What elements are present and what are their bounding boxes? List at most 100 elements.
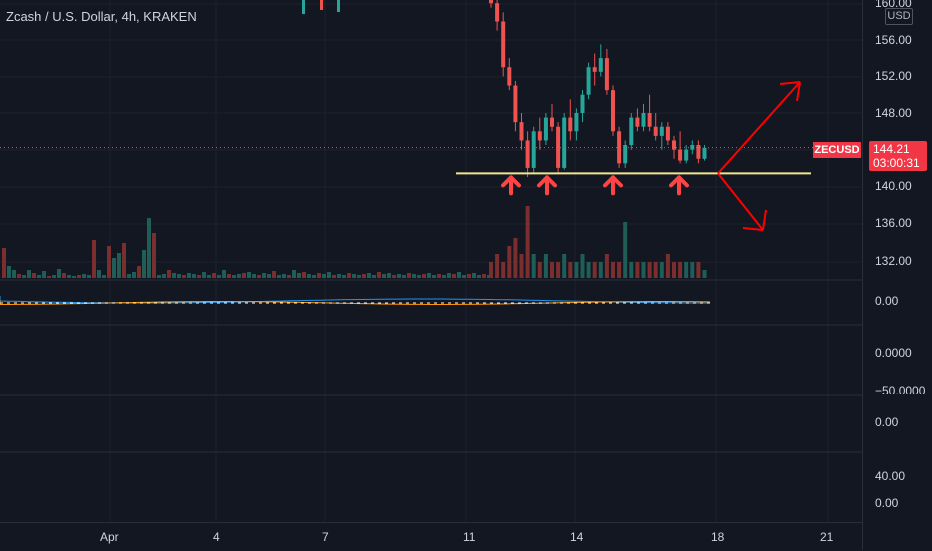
- volume-bar: [177, 274, 181, 278]
- volume-bar: [132, 272, 136, 278]
- indicator-tick: 0.0000: [875, 346, 912, 360]
- volume-bar: [489, 262, 493, 278]
- candle-body: [635, 117, 640, 127]
- candle-body: [550, 117, 554, 127]
- volume-bar: [477, 275, 481, 278]
- volume-bar: [2, 248, 6, 278]
- candle-body: [653, 126, 658, 136]
- price-chart[interactable]: [0, 0, 862, 522]
- volume-bar: [472, 273, 476, 278]
- price-tick: 156.00: [875, 33, 912, 47]
- candle-body: [489, 0, 493, 4]
- volume-bar: [623, 222, 628, 278]
- volume-bar: [501, 262, 506, 278]
- volume-bar: [247, 272, 251, 278]
- candle-body: [562, 117, 567, 168]
- support-arrow: [603, 175, 623, 196]
- volume-bar: [422, 274, 426, 278]
- volume-bar: [312, 275, 316, 278]
- candle-body: [525, 140, 530, 168]
- candle-body: [629, 117, 634, 146]
- volume-bar: [47, 276, 51, 278]
- candle-body: [592, 67, 597, 72]
- volume-bar: [367, 273, 371, 278]
- date-label: 4: [213, 530, 220, 544]
- candle-body: [537, 131, 542, 141]
- bar-countdown: 03:00:31: [873, 156, 920, 170]
- pane-dividers: [0, 279, 862, 453]
- volume-bar: [457, 272, 461, 278]
- volume-bar: [437, 274, 441, 278]
- breakdown-arrow: [717, 172, 767, 231]
- volume-bar: [317, 273, 321, 278]
- volume-bar: [352, 274, 356, 278]
- volume-bar: [586, 262, 591, 278]
- candle-body: [531, 131, 536, 168]
- volume-bar: [342, 275, 346, 278]
- volume-bar: [92, 240, 96, 278]
- volume-bar: [192, 274, 196, 278]
- volume-bar: [382, 274, 386, 278]
- volume-bar: [442, 275, 446, 278]
- volume-bar: [287, 275, 291, 278]
- indicator-lines: [0, 296, 711, 305]
- date-label: 14: [570, 530, 584, 544]
- volume-bar: [678, 262, 683, 278]
- candle-body: [672, 140, 676, 150]
- volume-bar: [252, 274, 256, 278]
- volume-bar: [77, 275, 81, 278]
- volume-bar: [122, 243, 126, 278]
- candle-body: [598, 58, 603, 72]
- volume-bar: [272, 271, 276, 278]
- breakout-arrow: [717, 81, 801, 175]
- date-label: 18: [711, 530, 725, 544]
- volume-bar: [302, 272, 306, 278]
- volume-bar: [167, 270, 171, 278]
- chart-area[interactable]: Zcash / U.S. Dollar, 4h, KRAKEN ZECUSD: [0, 0, 862, 550]
- indicator-tick: −50.0000: [875, 384, 926, 394]
- volume-bar: [112, 258, 116, 278]
- candle-body: [678, 149, 683, 161]
- candle-body: [501, 21, 506, 68]
- volume-bar: [543, 254, 548, 278]
- candle-body: [665, 126, 670, 141]
- candle-body: [696, 145, 701, 159]
- volume-bar: [562, 254, 567, 278]
- volume-bar: [377, 272, 381, 278]
- volume-bar: [322, 274, 326, 278]
- volume-bar: [556, 262, 561, 278]
- candle-body: [586, 67, 591, 95]
- volume-bar: [102, 275, 106, 278]
- chart-title[interactable]: Zcash / U.S. Dollar, 4h, KRAKEN: [6, 9, 197, 24]
- volume-bar: [672, 262, 676, 278]
- volume-bar: [297, 273, 301, 278]
- volume-bar: [412, 274, 416, 278]
- volume-bar: [12, 270, 16, 278]
- symbol-tag: ZECUSD: [813, 142, 861, 158]
- time-axis[interactable]: Apr 4 7 11 14 18 21: [0, 522, 862, 551]
- volume-bar: [52, 275, 56, 278]
- indicator-line: [0, 300, 711, 305]
- volume-bar: [242, 273, 246, 278]
- volume-bar: [7, 266, 11, 278]
- volume-bar: [568, 262, 573, 278]
- volume-bar: [617, 262, 622, 278]
- volume-bar: [107, 246, 111, 278]
- price-tick: 140.00: [875, 179, 912, 193]
- history-candle: [320, 0, 323, 10]
- volume-bar: [531, 254, 536, 278]
- currency-badge[interactable]: USD: [885, 8, 913, 25]
- volume-bar: [467, 274, 471, 278]
- volume-bar: [187, 273, 191, 278]
- volume-bar: [550, 262, 554, 278]
- volume-bar: [182, 275, 186, 278]
- volume-bar: [262, 273, 266, 278]
- volume-bar: [397, 274, 401, 278]
- volume-bar: [519, 254, 524, 278]
- candle-body: [611, 90, 615, 132]
- volume-bar: [237, 274, 241, 278]
- volume-bar: [653, 262, 658, 278]
- price-scale[interactable]: 160.00 156.00 152.00 148.00 140.00 136.0…: [862, 0, 932, 550]
- indicator-tick: 40.00: [875, 469, 906, 483]
- candle-body: [702, 147, 707, 159]
